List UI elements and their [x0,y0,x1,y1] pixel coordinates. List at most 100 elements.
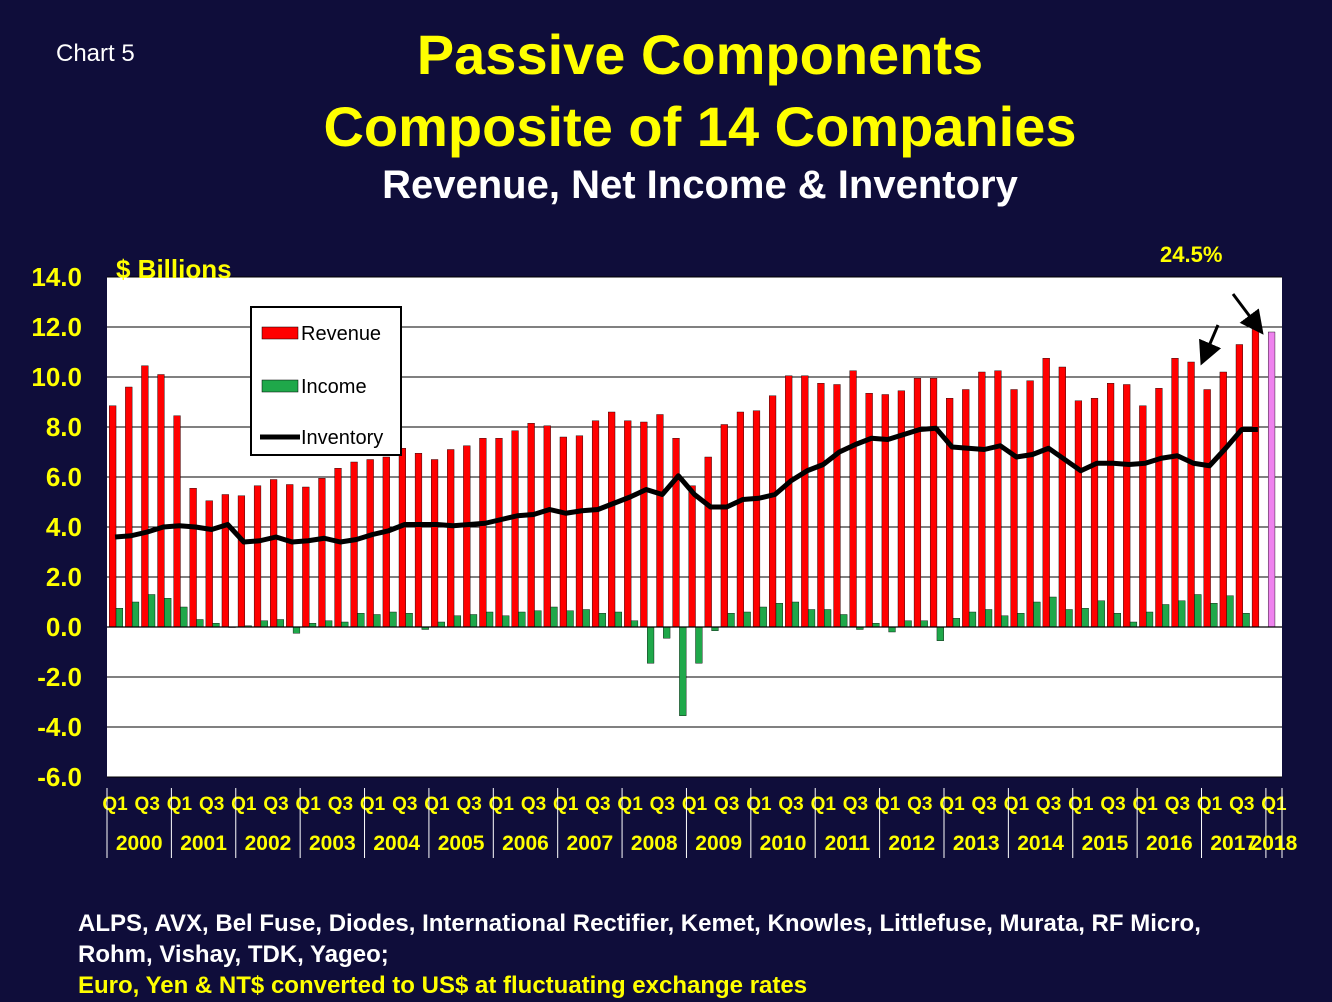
quarter-label: Q3 [263,794,288,815]
revenue-bar [1251,328,1260,628]
footer-companies-line1: ALPS, AVX, Bel Fuse, Diodes, Internation… [78,910,1201,937]
y-tick-label: -4.0 [37,712,82,742]
income-bar [952,618,960,628]
income-bar [968,611,977,628]
revenue-bar [173,415,181,628]
income-bar [582,609,590,628]
income-bar [1097,600,1105,628]
y-tick-label: 0.0 [46,612,82,642]
revenue-bar [543,425,551,628]
revenue-bar [1090,398,1099,628]
chart-title-line1: Passive Components [416,23,984,86]
revenue-bar [913,378,922,628]
income-bar [1145,611,1154,628]
revenue-bar [608,411,616,628]
revenue-bar [205,500,213,628]
income-bar [598,613,606,628]
legend-income-swatch [261,379,299,393]
quarter-label: Q3 [1229,794,1254,815]
footer: ALPS, AVX, Bel Fuse, Diodes, Internation… [78,908,1318,1001]
chart-canvas: 14.0 12.0 10.0 8.0 6.0 4.0 2.0 0.0 -2.0 -4.0 -6.0 R… [31,242,1298,858]
revenue-bar [1042,358,1050,628]
quarter-label: Q3 [1036,794,1061,815]
revenue-bar [1155,388,1163,628]
income-bar [148,594,156,628]
revenue-bar [1267,331,1276,628]
revenue-bar [1026,380,1034,628]
revenue-bar [736,411,744,628]
income-bar [357,613,365,628]
income-bar [1178,600,1186,628]
revenue-bar [495,438,503,628]
revenue-bar [801,375,809,628]
revenue-bar [1187,361,1195,628]
income-bar [276,619,284,628]
revenue-bar [431,459,439,628]
revenue-bar [624,420,632,628]
quarter-label: Q1 [682,794,708,815]
income-bar [373,614,381,628]
revenue-bar [704,456,712,628]
income-bar [1113,613,1121,628]
income-bar [647,626,655,664]
revenue-bar [414,453,423,628]
income-bar [469,614,478,628]
income-bar [502,615,510,628]
inventory-line [114,425,1258,545]
year-label: 2005 [438,832,485,855]
quarter-label: Q1 [360,794,386,815]
revenue-bar [157,374,165,628]
footer-companies-line2: Rohm, Vishay, TDK, Yageo; [78,941,389,968]
quarter-label: Q1 [1261,794,1287,815]
quarter-label: Q1 [1068,794,1094,815]
income-bar [180,606,188,628]
revenue-bar [865,393,873,628]
revenue-bar [1235,344,1243,628]
y-tick-label: -6.0 [37,762,82,792]
y-tick-label: 14.0 [31,262,82,292]
income-bar [437,621,445,628]
revenue-bar [398,448,406,628]
year-label: 2004 [373,832,420,855]
revenue-bar [189,488,197,628]
quarter-label: Q1 [424,794,450,815]
y-tick-label: 8.0 [46,412,82,442]
y-tick-label: 2.0 [46,562,82,592]
quarter-label: Q1 [296,794,322,815]
revenue-bar [1203,389,1211,628]
quarter-label: Q3 [328,794,353,815]
income-bar [775,603,783,628]
revenue-bar [591,420,600,628]
revenue-bar [302,486,310,628]
y-tick-label: -2.0 [37,662,82,692]
revenue-bar [785,375,793,628]
chart-title-line2: Composite of 14 Companies [323,95,1077,158]
quarter-label: Q3 [650,794,675,815]
income-bar [131,601,140,628]
year-label: 2017 [1210,832,1257,855]
income-bar [1049,596,1057,628]
revenue-bar [978,371,986,628]
revenue-bar [946,398,954,628]
year-label: 2013 [953,832,1000,855]
revenue-bar [929,378,938,628]
income-bar [518,611,526,628]
revenue-bar [769,395,777,628]
income-bar [1210,603,1218,628]
quarter-label: Q3 [392,794,417,815]
quarter-label: Q1 [811,794,837,815]
income-bar [663,626,671,639]
revenue-bar [1074,400,1083,628]
quarter-label: Q3 [972,794,997,815]
income-bar [920,620,928,628]
revenue-bar [125,386,133,628]
quarter-label: Q1 [553,794,579,815]
y-axis-label: $ Billions [116,254,232,284]
revenue-bar [253,485,262,628]
year-label: 2006 [502,832,549,855]
revenue-bar [817,383,825,628]
revenue-bar [366,459,374,628]
quarter-label: Q3 [135,794,160,815]
revenue-bar [270,479,278,628]
quarter-label: Q3 [843,794,868,815]
